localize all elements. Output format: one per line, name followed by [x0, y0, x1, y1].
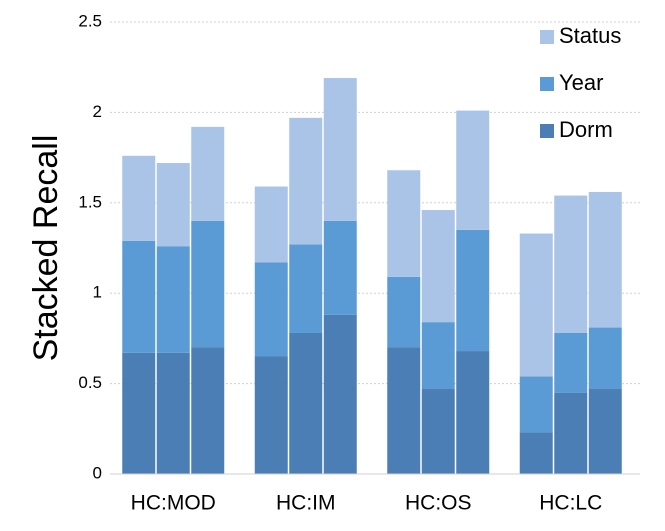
- bar-segment: [289, 332, 323, 474]
- bar-segment: [387, 347, 421, 474]
- legend-label: Status: [559, 23, 621, 48]
- x-tick-label: HC:OS: [405, 492, 472, 515]
- legend-swatch: [540, 124, 554, 138]
- bar-segment: [456, 110, 490, 230]
- bar-segment: [588, 191, 622, 328]
- bar-segment: [156, 163, 190, 247]
- x-tick-label: HC:LC: [539, 492, 602, 515]
- y-axis-label: Stacked Recall: [27, 135, 65, 362]
- bar-segment: [122, 155, 156, 241]
- legend-swatch: [540, 30, 554, 44]
- bar-segment: [519, 233, 553, 377]
- bar-segment: [588, 389, 622, 474]
- y-tick-label: 0.5: [78, 373, 102, 392]
- y-tick-label: 1: [93, 283, 102, 302]
- bar-segment: [191, 220, 225, 348]
- y-tick-label: 0: [93, 463, 102, 482]
- legend-swatch: [540, 77, 554, 91]
- legend-label: Dorm: [559, 117, 613, 142]
- bar-segment: [191, 126, 225, 221]
- bar-segment: [289, 244, 323, 333]
- bar-segment: [191, 347, 225, 474]
- x-tick-label: HC:IM: [276, 492, 336, 515]
- bar-segment: [289, 117, 323, 245]
- bar-segment: [588, 327, 622, 390]
- bar-segment: [421, 210, 455, 323]
- bar-segment: [387, 170, 421, 277]
- bar-segment: [254, 262, 288, 357]
- bar-segment: [156, 246, 190, 353]
- bar-segment: [387, 276, 421, 348]
- bar-segment: [554, 195, 588, 333]
- bar-segment: [156, 352, 190, 474]
- bar-segment: [254, 186, 288, 263]
- bar-segment: [254, 356, 288, 474]
- bar-segment: [122, 352, 156, 474]
- bar-segment: [323, 314, 357, 474]
- x-tick-label: HC:MOD: [131, 492, 216, 515]
- bar-segment: [421, 322, 455, 390]
- bar-segment: [554, 392, 588, 474]
- bar-segment: [456, 229, 490, 352]
- bar-segment: [554, 332, 588, 393]
- bar-segment: [456, 351, 490, 474]
- y-tick-label: 1.5: [78, 192, 102, 211]
- bar-segment: [421, 389, 455, 474]
- y-tick-label: 2.5: [78, 11, 102, 30]
- legend-label: Year: [559, 70, 603, 95]
- bar-segment: [122, 240, 156, 353]
- bar-segment: [323, 78, 357, 221]
- bar-segment: [323, 220, 357, 315]
- bar-segment: [519, 432, 553, 474]
- bar-segment: [519, 376, 553, 433]
- y-tick-label: 2: [93, 102, 102, 121]
